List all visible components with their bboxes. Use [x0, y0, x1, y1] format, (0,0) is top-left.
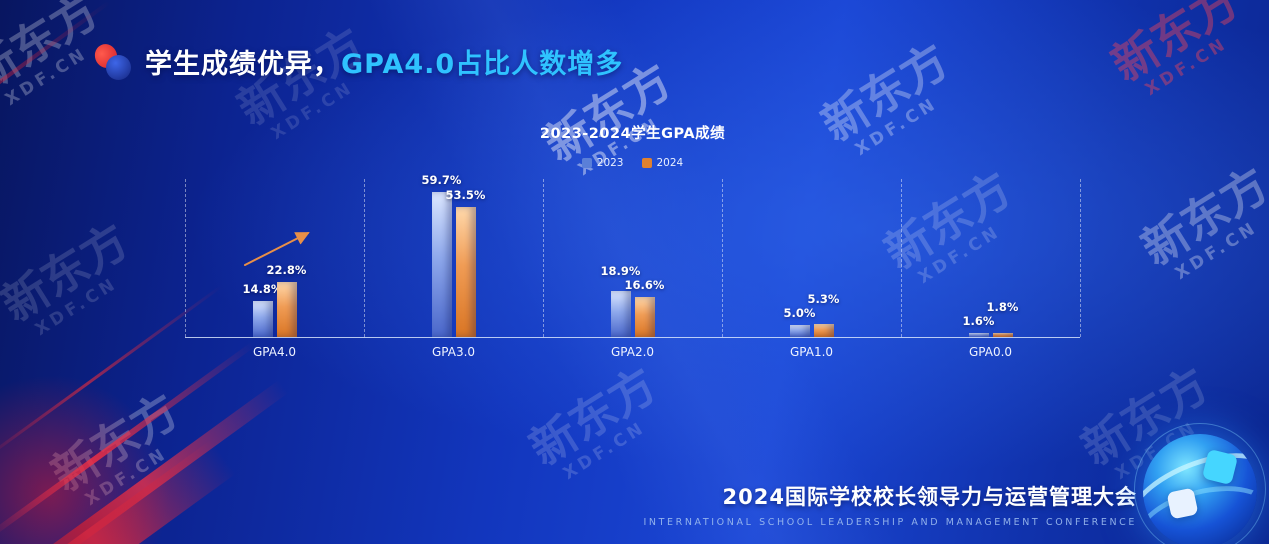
chart-title: 2023-2024学生GPA成绩: [539, 126, 726, 142]
legend-marker: [581, 158, 592, 168]
gridline: [901, 179, 902, 337]
brand-watermark: 新东方 XDF.CN: [520, 357, 675, 492]
bar-group-GPA4.0: 14.8% 22.8%: [243, 179, 306, 337]
watermark-brand-text: 新东方: [1132, 157, 1269, 277]
chart-category-axis: GPA4.0 GPA3.0 GPA2.0 GPA1.0 GPA0.0: [185, 345, 1080, 365]
brand-watermark: 新东方 XDF.CN: [0, 213, 148, 348]
brand-watermark: 新东方 XDF.CN: [1132, 157, 1269, 292]
watermark-domain-text: XDF.CN: [1141, 33, 1232, 100]
red-streak: [0, 439, 236, 544]
gpa-bar-chart: 2023-2024学生GPA成绩 2023 2024 14.8% 22.8% 59.7…: [185, 122, 1081, 374]
brand-dot-blue: [106, 54, 131, 80]
gridline: [543, 179, 544, 337]
value-label-2023-GPA2.0: 18.9%: [600, 263, 641, 278]
legend-item-2024: 2024: [641, 157, 684, 169]
value-label-2023-GPA3.0: 59.7%: [421, 172, 462, 187]
value-label-2023-GPA4.0: 14.8%: [242, 282, 283, 297]
bar-2023-GPA2.0: [610, 291, 631, 337]
legend-marker: [641, 158, 652, 168]
slide-header: 学生成绩优异，GPA4.0占比人数增多: [91, 40, 623, 81]
brand-watermark: 新东方 XDF.CN: [1102, 0, 1257, 107]
brand-dot-icon: [91, 40, 133, 81]
bar-group-GPA0.0: 1.6% 1.8%: [963, 179, 1018, 337]
bar-group-GPA2.0: 18.9% 16.6%: [601, 179, 664, 337]
bar-2023-GPA1.0: [789, 324, 810, 337]
value-label-2023-GPA0.0: 1.6%: [962, 314, 995, 329]
bar-2023-GPA0.0: [968, 333, 989, 337]
bar-2023-GPA4.0: [252, 301, 273, 337]
conference-globe-logo: [1134, 423, 1266, 544]
legend-label: 2024: [656, 157, 684, 169]
category-label-GPA2.0: GPA2.0: [610, 345, 655, 359]
bar-group-GPA3.0: 59.7% 53.5%: [422, 173, 485, 337]
red-streak: [0, 379, 289, 544]
chart-legend: 2023 2024: [185, 157, 1080, 169]
watermark-domain-text: XDF.CN: [1171, 217, 1262, 284]
bar-group-GPA1.0: 5.0% 5.3%: [784, 179, 839, 337]
gridline: [1080, 179, 1081, 337]
brand-watermark: 新东方 XDF.CN: [42, 383, 197, 518]
red-corner-glow: [0, 374, 170, 544]
globe-sphere: [1143, 434, 1257, 544]
page-title-accent: GPA4.0占比人数增多: [341, 49, 624, 80]
conference-title: 2024国际学校校长领导力与运营管理大会: [722, 485, 1137, 509]
footer: 2024国际学校校长领导力与运营管理大会 INTERNATIONAL SCHOO…: [644, 481, 1138, 528]
category-label-GPA3.0: GPA3.0: [431, 345, 476, 359]
watermark-brand-text: 新东方: [520, 357, 666, 477]
watermark-brand-text: 新东方: [1102, 0, 1248, 93]
value-label-2024-GPA2.0: 16.6%: [624, 277, 665, 292]
watermark-domain-text: XDF.CN: [81, 443, 172, 510]
gridline: [722, 179, 723, 337]
value-label-2023-GPA1.0: 5.0%: [783, 305, 816, 320]
watermark-brand-text: 新东方: [0, 213, 138, 333]
bar-2024-GPA1.0: [813, 324, 834, 337]
bar-2024-GPA3.0: [455, 206, 476, 337]
watermark-brand-text: 新东方: [42, 383, 188, 503]
page-title-main: 学生成绩优异，: [145, 49, 341, 80]
watermark-domain-text: XDF.CN: [559, 417, 650, 484]
page-title: 学生成绩优异，GPA4.0占比人数增多: [145, 42, 623, 81]
gridline: [185, 179, 186, 337]
watermark-domain-text: XDF.CN: [31, 273, 122, 340]
legend-item-2023: 2023: [581, 157, 624, 169]
gridline: [364, 179, 365, 337]
category-label-GPA0.0: GPA0.0: [968, 345, 1013, 359]
globe-ring: [1134, 423, 1266, 544]
value-label-2024-GPA3.0: 53.5%: [445, 187, 486, 202]
value-label-2024-GPA0.0: 1.8%: [986, 300, 1019, 315]
legend-label: 2023: [596, 157, 624, 169]
trend-up-arrow-icon: [244, 232, 310, 266]
category-label-GPA4.0: GPA4.0: [252, 345, 297, 359]
chart-plot-area: 14.8% 22.8% 59.7% 53.5% 18.9% 16.6% 5.0% 5.3% 1.…: [185, 173, 1081, 338]
bar-2023-GPA3.0: [431, 191, 452, 337]
bar-2024-GPA0.0: [992, 332, 1013, 337]
conference-subtitle: INTERNATIONAL SCHOOL LEADERSHIP AND MANA…: [643, 517, 1137, 528]
bar-2024-GPA4.0: [276, 281, 297, 337]
value-label-2024-GPA1.0: 5.3%: [807, 291, 840, 306]
value-label-2024-GPA4.0: 22.8%: [266, 262, 307, 277]
category-label-GPA1.0: GPA1.0: [789, 345, 834, 359]
bar-2024-GPA2.0: [634, 296, 655, 337]
